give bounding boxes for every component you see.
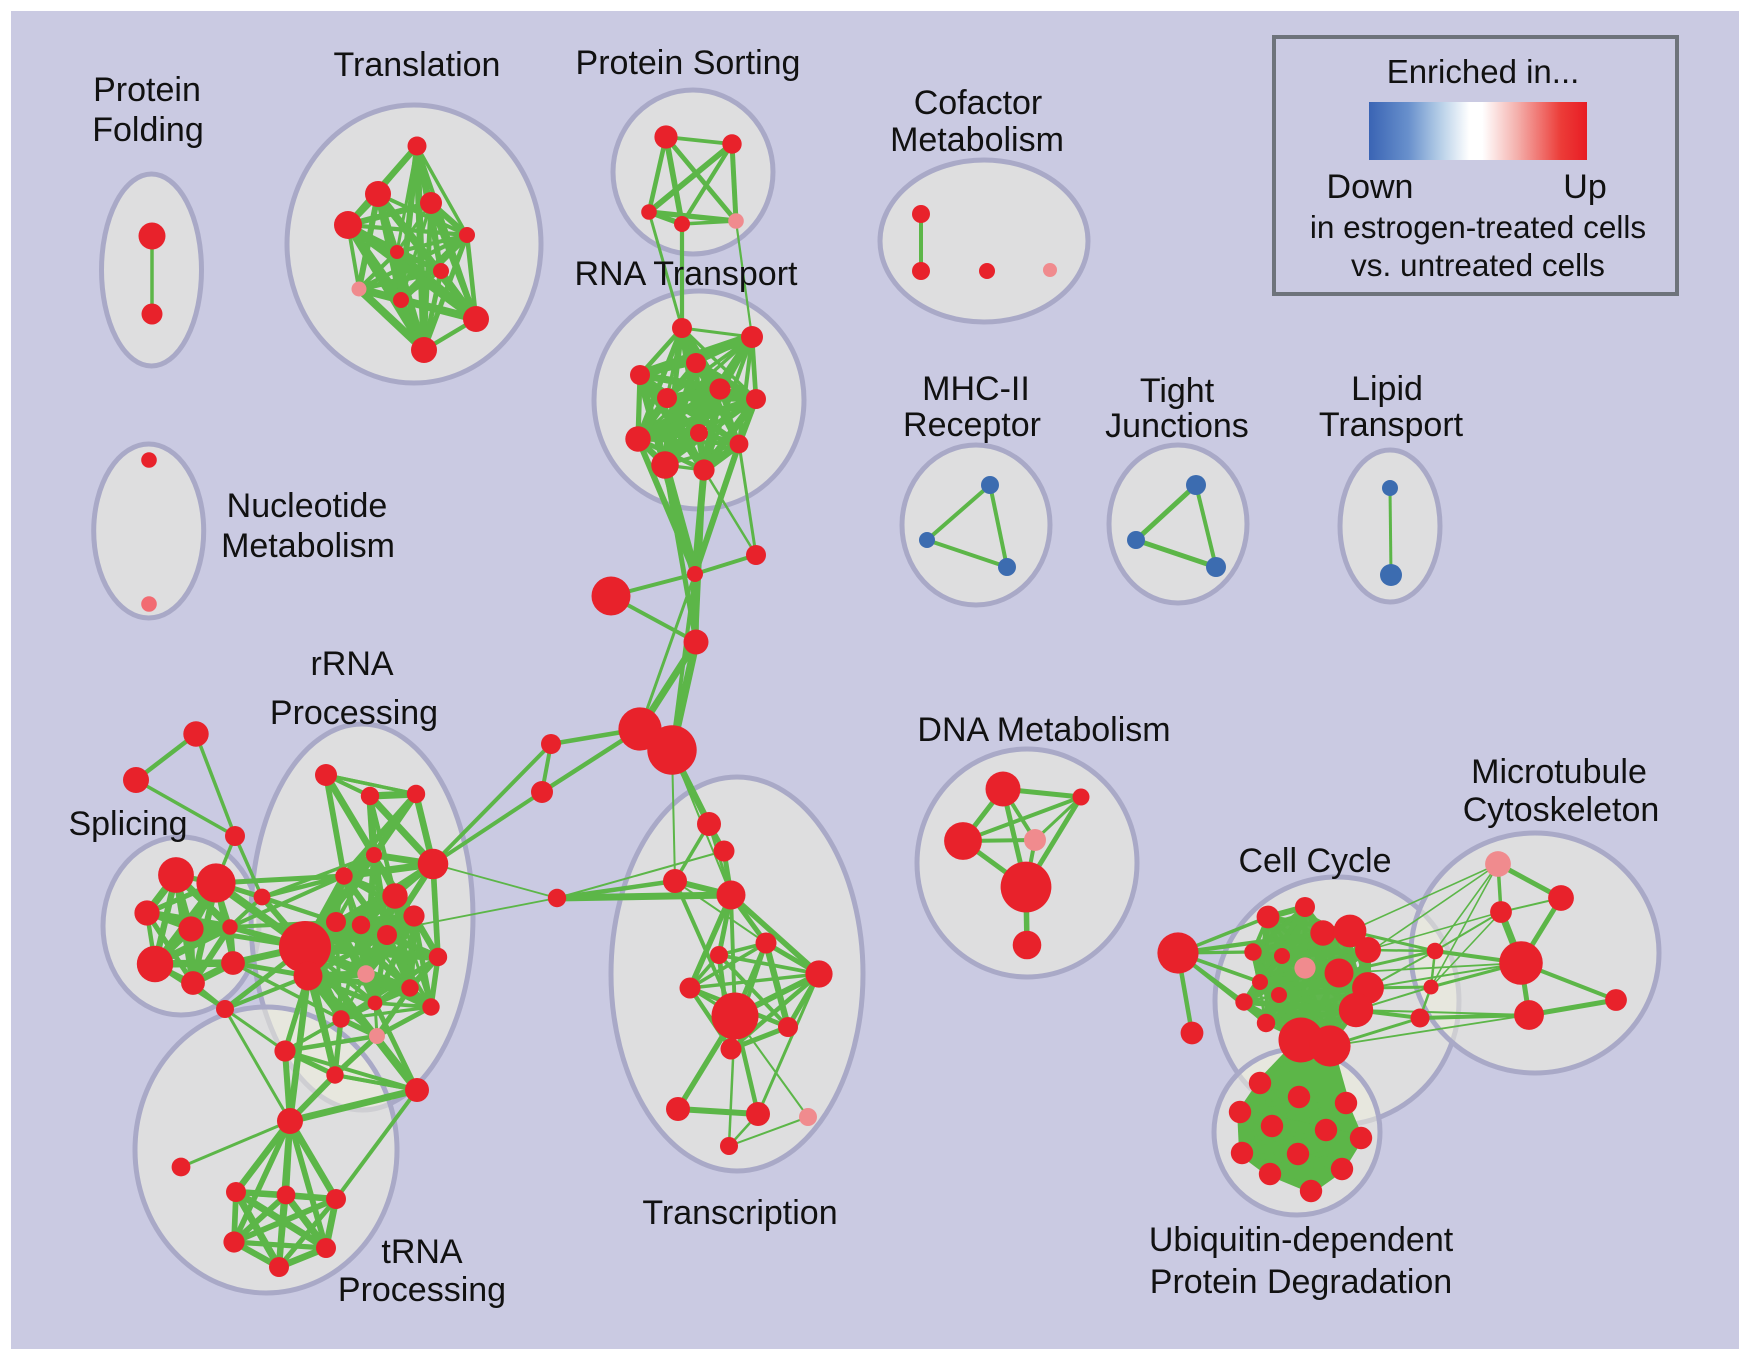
- svg-text:Cytoskeleton: Cytoskeleton: [1463, 791, 1660, 829]
- svg-text:Cell Cycle: Cell Cycle: [1238, 842, 1391, 880]
- svg-text:RNA Transport: RNA Transport: [575, 255, 799, 293]
- svg-text:Junctions: Junctions: [1105, 407, 1249, 445]
- svg-text:Metabolism: Metabolism: [890, 121, 1064, 159]
- svg-text:Enriched in...: Enriched in...: [1387, 53, 1580, 90]
- svg-text:Transcription: Transcription: [642, 1194, 837, 1232]
- svg-text:Transport: Transport: [1319, 406, 1464, 444]
- svg-text:Splicing: Splicing: [68, 805, 187, 843]
- svg-text:vs. untreated cells: vs. untreated cells: [1351, 247, 1605, 283]
- svg-text:Protein: Protein: [93, 71, 201, 109]
- svg-text:MHC-II: MHC-II: [922, 370, 1030, 408]
- svg-text:Metabolism: Metabolism: [221, 527, 395, 565]
- svg-text:Down: Down: [1327, 168, 1414, 206]
- svg-text:Lipid: Lipid: [1351, 370, 1423, 408]
- svg-text:Up: Up: [1563, 168, 1606, 206]
- svg-text:Translation: Translation: [334, 46, 501, 84]
- svg-text:Cofactor: Cofactor: [914, 84, 1043, 122]
- svg-text:Nucleotide: Nucleotide: [227, 487, 388, 525]
- svg-text:Microtubule: Microtubule: [1471, 753, 1647, 791]
- svg-text:rRNA: rRNA: [310, 645, 393, 683]
- svg-text:tRNA: tRNA: [381, 1233, 463, 1271]
- svg-text:Protein Sorting: Protein Sorting: [576, 44, 801, 82]
- svg-text:Processing: Processing: [270, 694, 438, 732]
- svg-text:Ubiquitin-dependent: Ubiquitin-dependent: [1149, 1221, 1454, 1259]
- svg-text:Receptor: Receptor: [903, 406, 1041, 444]
- svg-text:Processing: Processing: [338, 1271, 506, 1309]
- svg-text:in estrogen-treated cells: in estrogen-treated cells: [1310, 209, 1646, 245]
- svg-text:DNA Metabolism: DNA Metabolism: [917, 711, 1170, 749]
- svg-text:Folding: Folding: [92, 111, 204, 149]
- svg-text:Tight: Tight: [1140, 372, 1215, 410]
- svg-text:Protein Degradation: Protein Degradation: [1150, 1263, 1452, 1301]
